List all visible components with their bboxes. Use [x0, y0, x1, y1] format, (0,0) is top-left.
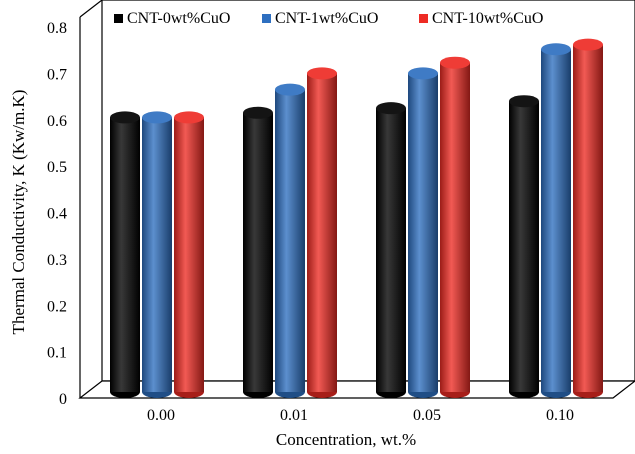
legend-label: CNT-1wt%CuO	[275, 10, 378, 27]
legend-swatch	[262, 14, 271, 23]
bar-body-front	[541, 49, 571, 392]
bar-top	[174, 111, 204, 124]
x-tick-label: 0.05	[413, 407, 441, 424]
x-axis-title: Concentration, wt.%	[276, 430, 416, 449]
bar-body-front	[509, 101, 539, 392]
bar	[142, 111, 172, 398]
y-tick-label: 0.6	[47, 113, 67, 130]
y-tick-label: 0.8	[47, 20, 67, 37]
bar	[243, 106, 273, 398]
y-tick-label: 0.4	[47, 206, 67, 223]
bar	[541, 43, 571, 398]
x-tick-label: 0.10	[546, 407, 574, 424]
y-tick-label: 0.7	[47, 66, 67, 83]
bar-top	[275, 83, 305, 96]
legend-label: CNT-10wt%CuO	[432, 10, 543, 27]
y-axis-title: Thermal Conductivity, K (Kw/m.K)	[9, 90, 28, 335]
bar	[440, 56, 470, 398]
bar	[573, 38, 603, 398]
bar-body-front	[243, 112, 273, 392]
bars	[110, 38, 603, 398]
side-wall-top-edge	[79, 0, 103, 18]
bar-body-front	[573, 44, 603, 393]
bar-body-front	[307, 73, 337, 392]
bar-body-front	[142, 117, 172, 393]
bar	[408, 67, 438, 398]
bar	[110, 111, 140, 398]
y-tick-label: 0.2	[47, 298, 67, 315]
bar-top	[307, 67, 337, 80]
y-tick-label: 0	[59, 391, 67, 408]
legend-label: CNT-0wt%CuO	[127, 10, 230, 27]
legend-item: CNT-0wt%CuO	[114, 10, 230, 27]
legend-swatch	[419, 14, 428, 23]
bar-body-front	[408, 73, 438, 392]
y-axis-ticks: 0 0.1 0.2 0.3 0.4 0.5 0.6 0.7 0.8	[47, 20, 67, 408]
bar-body-front	[440, 62, 470, 393]
legend-item: CNT-10wt%CuO	[419, 10, 543, 27]
bar	[509, 95, 539, 398]
legend-item: CNT-1wt%CuO	[262, 10, 378, 27]
bar-top	[440, 56, 470, 69]
y-tick-label: 0.1	[47, 345, 67, 362]
bar-top	[541, 43, 571, 56]
x-axis-ticks: 0.00 0.01 0.05 0.10	[147, 407, 574, 424]
bar-body-front	[174, 117, 204, 393]
x-tick-label: 0.00	[147, 407, 175, 424]
x-tick-label: 0.01	[280, 407, 308, 424]
bar	[376, 102, 406, 398]
bar-top	[142, 111, 172, 124]
legend: CNT-0wt%CuO CNT-1wt%CuO CNT-10wt%CuO	[114, 10, 543, 27]
floor	[78, 380, 635, 399]
bar-top	[509, 95, 539, 108]
bar-body-front	[110, 117, 140, 393]
bar-top	[376, 102, 406, 115]
bar-body-front	[275, 89, 305, 392]
bar-top	[243, 106, 273, 119]
bar-top	[110, 111, 140, 124]
legend-swatch	[114, 14, 123, 23]
bar-top	[573, 38, 603, 51]
back-wall	[101, 0, 635, 382]
bar	[275, 83, 305, 398]
bar	[174, 111, 204, 398]
y-tick-label: 0.5	[47, 159, 67, 176]
bar-top	[408, 67, 438, 80]
bar-body-front	[376, 108, 406, 392]
y-tick-label: 0.3	[47, 252, 67, 269]
bar	[307, 67, 337, 398]
